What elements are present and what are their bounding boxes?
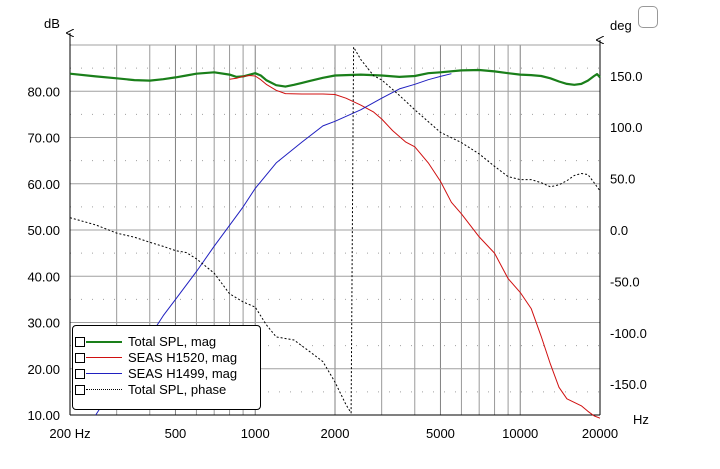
x-tick-label: 500 (165, 426, 187, 441)
y2-tick-label: 100.0 (610, 120, 643, 135)
series-line-0 (69, 68, 601, 88)
legend-checkbox[interactable] (75, 369, 85, 379)
legend-item-total-spl-phase[interactable]: Total SPL, phase (73, 382, 260, 398)
x-tick-label: 10000 (502, 426, 538, 441)
legend-swatch (86, 341, 122, 343)
legend-swatch (86, 389, 122, 390)
legend-item-total-spl-mag[interactable]: Total SPL, mag (73, 334, 260, 350)
legend-label: SEAS H1520, mag (128, 350, 238, 365)
chart-axes (70, 33, 600, 416)
y-tick-label: 20.00 (27, 362, 60, 377)
x-tick-label: 5000 (426, 426, 455, 441)
y-tick-label: 60.00 (27, 177, 60, 192)
chart-grid (69, 44, 601, 415)
legend-checkbox[interactable] (75, 353, 85, 363)
series-line-1 (229, 75, 601, 419)
legend-checkbox[interactable] (75, 385, 85, 395)
y-tick-label: 50.00 (27, 223, 60, 238)
y-tick-label: 80.00 (27, 84, 60, 99)
legend-item-seas-h1499-mag[interactable]: SEAS H1499, mag (73, 366, 260, 382)
left-unit-label: dB (44, 16, 60, 31)
y2-tick-label: -50.0 (610, 274, 640, 289)
window-control-box[interactable] (638, 6, 658, 28)
y-tick-label: 40.00 (27, 269, 60, 284)
chart-ticks: 200 Hz 500 1000 2000 5000 10000 20000 80.00 70.0… (27, 69, 646, 441)
x-tick-label: 20000 (582, 426, 618, 441)
y-tick-label: 10.00 (27, 408, 60, 423)
x-tick-label: 2000 (321, 426, 350, 441)
x-tick-label: 200 Hz (49, 426, 90, 441)
x-unit-label: Hz (633, 412, 649, 427)
legend-label: Total SPL, phase (128, 382, 227, 397)
series-line-3 (69, 46, 601, 414)
chart-legend: Total SPL, mag SEAS H1520, mag SEAS H149… (72, 325, 261, 410)
legend-label: Total SPL, mag (128, 334, 217, 349)
y2-tick-label: 50.0 (610, 172, 635, 187)
x-tick-label: 1000 (241, 426, 270, 441)
y-tick-label: 70.00 (27, 131, 60, 146)
y2-tick-label: 0.0 (610, 223, 628, 238)
legend-checkbox[interactable] (75, 337, 85, 347)
legend-item-seas-h1520-mag[interactable]: SEAS H1520, mag (73, 350, 260, 366)
y2-tick-label: -150.0 (610, 377, 647, 392)
y2-tick-label: -100.0 (610, 326, 647, 341)
right-unit-label: deg (610, 18, 632, 33)
y-tick-label: 30.00 (27, 316, 60, 331)
legend-swatch (86, 357, 122, 358)
legend-swatch (86, 373, 122, 374)
y2-tick-label: 150.0 (610, 69, 643, 84)
legend-label: SEAS H1499, mag (128, 366, 238, 381)
